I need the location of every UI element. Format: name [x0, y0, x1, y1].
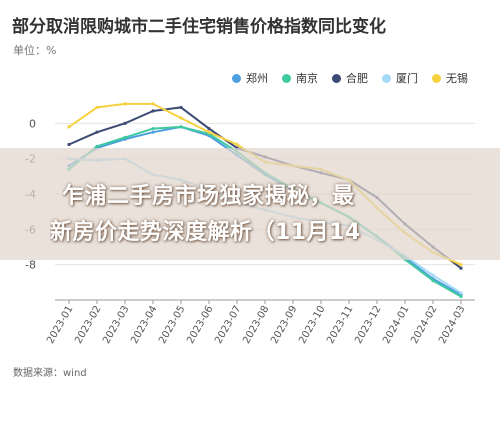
x-tick-label: 2023-04 — [129, 304, 159, 346]
data-point — [95, 130, 99, 134]
data-point — [235, 142, 239, 147]
x-tick-label: 2023-09 — [269, 304, 299, 346]
legend-item[interactable]: 郑州 — [232, 70, 268, 86]
legend-marker-icon — [382, 73, 391, 83]
x-tick-label: 2023-01 — [45, 304, 75, 346]
legend-marker-icon — [282, 73, 291, 83]
chart-title: 部分取消限购城市二手住宅销售价格指数同比变化 — [12, 17, 386, 37]
data-point — [207, 130, 211, 134]
data-point — [151, 130, 155, 134]
x-tick-label: 2023-02 — [73, 304, 103, 346]
data-point — [179, 116, 183, 120]
data-point — [123, 121, 127, 125]
y-axis-unit-label: 单位：% — [13, 44, 57, 57]
data-point — [151, 127, 155, 131]
data-point — [95, 105, 99, 110]
legend-label: 厦门 — [396, 72, 418, 85]
y-tick-label: -8 — [25, 259, 36, 272]
x-tick-label: 2024-01 — [381, 304, 411, 346]
x-tick-label: 2023-05 — [157, 304, 187, 346]
data-point — [179, 125, 183, 129]
chart-legend: 郑州 南京 合肥 厦门 无锡 — [232, 70, 468, 86]
legend-label: 郑州 — [246, 72, 268, 85]
legend-label: 南京 — [296, 72, 318, 85]
data-point — [431, 278, 435, 283]
legend-label: 无锡 — [446, 72, 468, 85]
x-tick-label: 2024-03 — [437, 304, 467, 346]
data-point — [179, 105, 183, 110]
x-tick-label: 2023-06 — [185, 304, 215, 346]
legend-item[interactable]: 南京 — [282, 70, 318, 86]
x-tick-label: 2023-10 — [297, 304, 327, 346]
headline-line-1: 乍浦二手房市场独家揭秘，最 — [62, 184, 355, 209]
x-tick-label: 2023-12 — [353, 304, 383, 346]
x-tick-label: 2023-11 — [325, 304, 355, 346]
legend-item[interactable]: 无锡 — [432, 70, 468, 86]
data-point — [459, 263, 463, 267]
x-tick-label: 2023-08 — [241, 304, 271, 346]
data-point — [123, 102, 127, 106]
data-point — [459, 291, 463, 295]
data-point — [95, 144, 99, 148]
data-source-note: 数据来源：wind — [13, 368, 87, 379]
x-tick-label: 2024-02 — [409, 304, 439, 346]
data-point — [67, 125, 71, 129]
legend-marker-icon — [232, 73, 241, 83]
data-point — [123, 135, 127, 140]
x-tick-label: 2023-03 — [101, 304, 131, 346]
data-point — [151, 109, 155, 113]
article-headline-banner: 乍浦二手房市场独家揭秘，最 新房价走势深度解析（11月14 — [0, 148, 500, 260]
data-point — [151, 102, 155, 106]
x-tick-label: 2023-07 — [213, 304, 243, 346]
legend-marker-icon — [432, 73, 441, 83]
legend-item[interactable]: 合肥 — [332, 70, 368, 86]
legend-item[interactable]: 厦门 — [382, 70, 418, 86]
data-point — [459, 294, 463, 299]
data-point — [67, 142, 71, 147]
legend-label: 合肥 — [346, 72, 368, 85]
data-point — [431, 273, 435, 277]
headline-line-2: 新房价走势深度解析（11月14 — [50, 220, 361, 245]
legend-marker-icon — [332, 73, 341, 83]
data-point — [207, 127, 211, 131]
y-tick-label: 0 — [29, 117, 36, 130]
data-point — [459, 266, 463, 270]
